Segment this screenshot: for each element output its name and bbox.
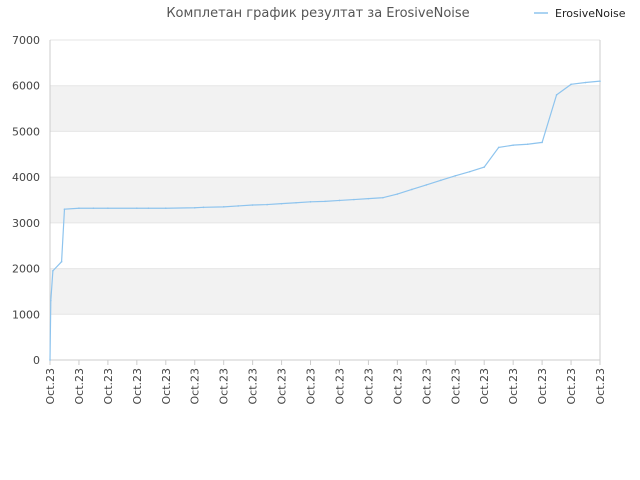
data-point xyxy=(52,270,54,272)
x-tick-label: Oct.23 xyxy=(507,368,520,405)
data-point xyxy=(92,207,95,210)
x-tick-label: Oct.23 xyxy=(131,368,144,405)
data-point xyxy=(425,184,428,186)
data-point xyxy=(353,198,355,201)
x-tick-label: Oct.23 xyxy=(362,368,375,405)
data-point xyxy=(78,207,80,210)
data-point xyxy=(411,188,413,191)
data-point xyxy=(555,94,558,96)
chart-title: Комплетан график резултат за ErosiveNois… xyxy=(166,6,469,21)
data-point xyxy=(251,204,254,206)
data-point xyxy=(266,203,268,206)
x-tick-label: Oct.23 xyxy=(305,368,318,405)
y-axis-ticks: 0 1000 2000 3000 4000 5000 6000 7000 xyxy=(12,34,40,367)
data-point xyxy=(237,205,239,207)
x-tick-label: Oct.23 xyxy=(160,368,173,405)
data-point xyxy=(483,166,486,168)
y-tick-label: 2000 xyxy=(12,263,40,276)
data-point xyxy=(541,141,543,144)
grid-bands xyxy=(50,85,600,315)
x-tick-label: Oct.23 xyxy=(247,368,260,405)
y-tick-label: 0 xyxy=(33,354,40,367)
data-point xyxy=(164,207,167,210)
data-point xyxy=(280,202,283,205)
plot-area xyxy=(49,80,601,361)
axes xyxy=(49,39,601,361)
data-point xyxy=(193,206,196,209)
data-point xyxy=(497,146,500,149)
data-point xyxy=(309,201,312,203)
grid-band xyxy=(50,177,600,223)
x-tick-label: Oct.23 xyxy=(73,368,86,405)
y-tick-label: 6000 xyxy=(12,80,40,93)
data-point xyxy=(338,199,341,202)
data-point xyxy=(136,207,138,210)
legend: ErosiveNoise xyxy=(534,7,626,20)
data-point xyxy=(454,174,457,177)
data-point xyxy=(396,193,399,195)
x-tick-label: Oct.23 xyxy=(449,368,462,405)
data-point xyxy=(367,197,370,200)
x-tick-label: Oct.23 xyxy=(189,368,202,405)
x-tick-label: Oct.23 xyxy=(536,368,549,405)
grid-band xyxy=(50,85,600,132)
data-point xyxy=(49,359,51,361)
y-tick-label: 4000 xyxy=(12,171,40,184)
x-tick-label: Oct.23 xyxy=(102,368,115,405)
data-point xyxy=(382,196,384,199)
data-point xyxy=(570,83,572,86)
data-point xyxy=(295,201,297,204)
data-point xyxy=(202,206,205,209)
x-tick-label: Oct.23 xyxy=(420,368,433,405)
y-tick-label: 5000 xyxy=(12,125,40,138)
data-point xyxy=(63,208,66,210)
series-line-erosivenoise xyxy=(49,80,601,361)
data-point xyxy=(439,179,442,182)
y-tick-label: 1000 xyxy=(12,308,40,321)
x-axis-ticks: Oct.23 Oct.23 Oct.23 Oct.23 Oct.23 Oct.23 Oct.… xyxy=(44,360,607,405)
data-point xyxy=(222,206,225,208)
data-point xyxy=(526,143,529,146)
data-point xyxy=(584,81,587,84)
data-point xyxy=(50,299,52,302)
y-tick-label: 7000 xyxy=(12,34,40,47)
data-point xyxy=(512,144,514,146)
data-point xyxy=(147,207,150,210)
x-tick-label: Oct.23 xyxy=(391,368,404,405)
data-point xyxy=(60,260,63,263)
x-tick-label: Oct.23 xyxy=(44,368,57,405)
legend-label: ErosiveNoise xyxy=(555,7,626,20)
y-tick-label: 3000 xyxy=(12,217,40,230)
x-tick-label: Oct.23 xyxy=(565,368,578,405)
x-tick-label: Oct.23 xyxy=(333,368,346,405)
x-tick-label: Oct.23 xyxy=(478,368,491,405)
grid-band xyxy=(50,268,600,315)
x-tick-label: Oct.23 xyxy=(594,368,607,405)
data-point xyxy=(107,207,109,210)
data-point xyxy=(468,170,471,173)
data-point xyxy=(324,200,326,203)
x-tick-label: Oct.23 xyxy=(218,368,231,405)
data-point xyxy=(599,80,601,82)
x-tick-label: Oct.23 xyxy=(276,368,289,405)
